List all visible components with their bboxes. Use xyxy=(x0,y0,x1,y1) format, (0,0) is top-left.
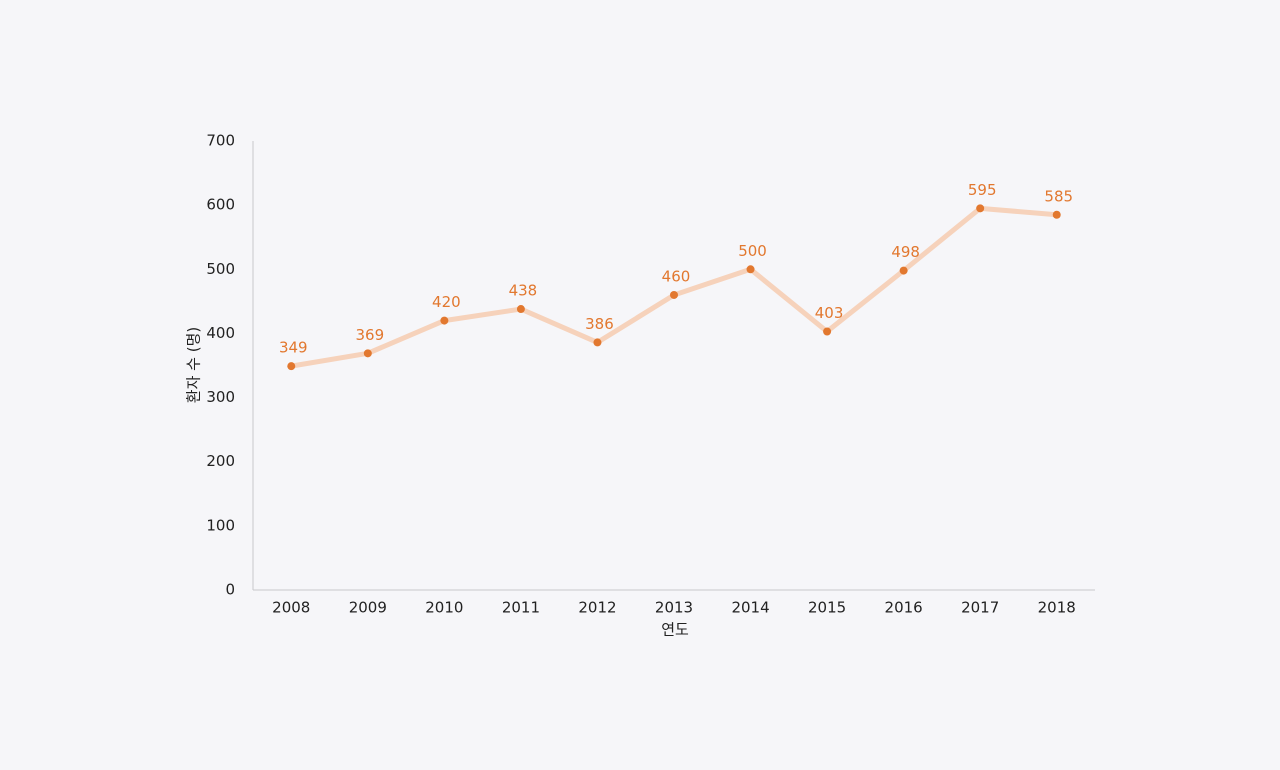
y-tick-label: 200 xyxy=(206,452,235,470)
y-axis-title: 환자 수 (명) xyxy=(185,327,203,403)
data-label: 403 xyxy=(815,304,844,322)
data-label: 595 xyxy=(968,181,997,199)
data-label: 438 xyxy=(509,282,538,300)
marker xyxy=(593,338,602,347)
y-tick-label: 300 xyxy=(206,388,235,406)
marker xyxy=(287,362,296,371)
data-label: 420 xyxy=(432,293,461,311)
y-tick-label: 700 xyxy=(206,132,235,150)
x-tick-label: 2013 xyxy=(655,599,693,617)
x-tick-label: 2010 xyxy=(425,599,463,617)
marker xyxy=(899,266,908,275)
x-tick-label: 2015 xyxy=(808,599,846,617)
marker xyxy=(516,305,525,314)
marker xyxy=(1052,210,1061,219)
marker xyxy=(670,290,678,299)
data-label: 460 xyxy=(662,267,691,285)
x-tick-label: 2008 xyxy=(272,599,310,617)
x-tick-label: 2018 xyxy=(1038,599,1076,617)
y-tick-label: 100 xyxy=(206,516,235,534)
x-tick-label: 2017 xyxy=(961,599,999,617)
data-label: 500 xyxy=(738,242,767,260)
y-tick-label: 600 xyxy=(206,196,235,214)
marker xyxy=(363,349,372,358)
data-label: 585 xyxy=(1044,187,1073,205)
x-axis-title: 연도 xyxy=(661,621,689,639)
y-tick-label: 400 xyxy=(206,324,235,342)
marker xyxy=(440,316,449,325)
data-label: 498 xyxy=(891,243,920,261)
x-tick-label: 2009 xyxy=(349,599,387,617)
y-tick-label: 0 xyxy=(225,581,235,599)
marker xyxy=(823,327,832,336)
x-tick-label: 2016 xyxy=(885,599,923,617)
marker xyxy=(976,204,985,213)
data-label: 386 xyxy=(585,315,614,333)
data-label: 369 xyxy=(355,326,384,344)
data-label: 349 xyxy=(279,339,308,357)
x-tick-label: 2011 xyxy=(502,599,540,617)
marker xyxy=(746,265,755,274)
x-tick-label: 2014 xyxy=(731,599,769,617)
y-tick-label: 500 xyxy=(206,260,235,278)
x-tick-label: 2012 xyxy=(578,599,616,617)
